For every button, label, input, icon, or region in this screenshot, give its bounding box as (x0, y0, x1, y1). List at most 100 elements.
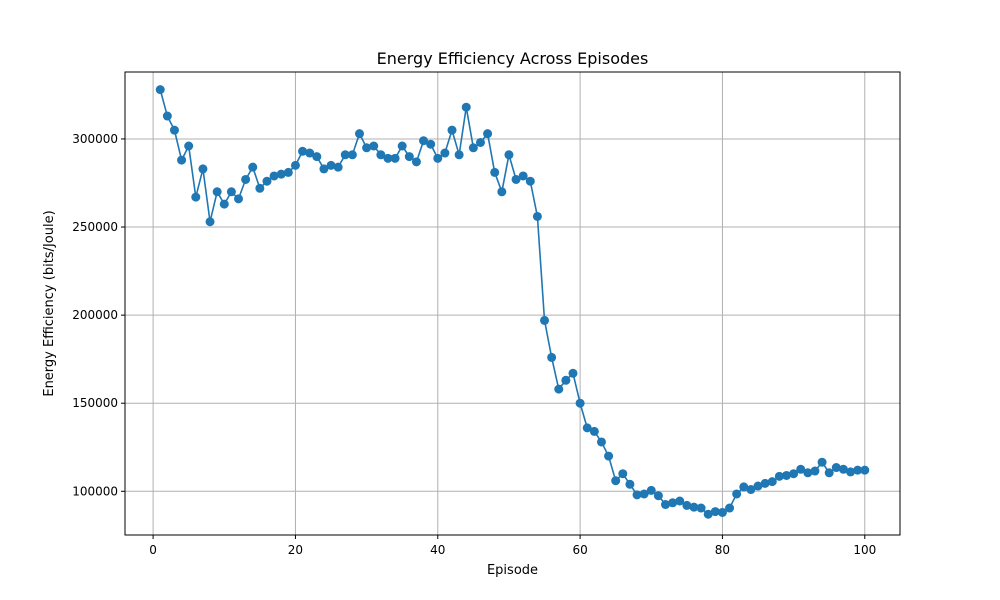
data-point (596, 437, 606, 447)
data-point (504, 150, 514, 160)
data-point (746, 485, 756, 495)
data-point (454, 150, 464, 160)
plot-frame (124, 71, 901, 536)
data-point (618, 469, 628, 479)
y-tick-label: 300000 (72, 132, 118, 146)
data-point (846, 467, 856, 477)
data-point (668, 498, 678, 508)
data-point (255, 183, 265, 193)
data-point (333, 162, 343, 172)
data-point (547, 352, 557, 362)
x-tick-label: 40 (430, 543, 445, 557)
data-point (682, 500, 692, 510)
data-point (241, 174, 251, 184)
data-point (525, 176, 535, 186)
data-point (568, 368, 578, 378)
data-point (354, 129, 364, 139)
data-point (540, 315, 550, 325)
data-point (205, 217, 215, 227)
data-point (390, 153, 400, 163)
data-point (853, 465, 863, 475)
data-point (276, 169, 286, 179)
data-point (497, 187, 507, 197)
data-point (582, 423, 592, 433)
x-axis: 0 20 40 60 80 100 (149, 535, 876, 557)
series-layer (155, 85, 870, 519)
data-point (860, 465, 870, 475)
y-tick-label: 100000 (72, 484, 118, 498)
data-point (810, 466, 820, 476)
y-axis-label: Energy Efficiency (bits/Joule) (42, 210, 57, 396)
data-point (675, 496, 685, 506)
data-point (632, 490, 642, 500)
data-point (753, 481, 763, 491)
data-point (162, 111, 172, 121)
data-point (191, 192, 201, 202)
data-point (169, 125, 179, 135)
data-point (589, 426, 599, 436)
data-point (817, 457, 827, 467)
data-point (760, 478, 770, 488)
data-point (411, 157, 421, 167)
x-tick-label: 60 (572, 543, 587, 557)
data-point (575, 398, 585, 408)
data-point (661, 500, 671, 510)
data-point (831, 463, 841, 473)
data-point (177, 155, 187, 165)
data-point (404, 152, 414, 162)
data-point (262, 176, 272, 186)
data-point (696, 503, 706, 513)
data-point (611, 476, 621, 486)
data-point (226, 187, 236, 197)
data-point (561, 375, 571, 385)
data-point (397, 141, 407, 151)
data-point (796, 464, 806, 474)
x-tick-label: 80 (715, 543, 730, 557)
data-point (212, 187, 222, 197)
x-tick-label: 0 (149, 543, 157, 557)
data-point (155, 85, 165, 95)
data-point (824, 468, 834, 478)
data-point (511, 174, 521, 184)
data-point (653, 491, 663, 501)
y-axis: 100000 150000 200000 250000 300000 (72, 132, 125, 498)
data-point (305, 148, 315, 158)
data-point (198, 164, 208, 174)
data-point (803, 468, 813, 478)
data-point (461, 102, 471, 112)
grid (125, 72, 900, 535)
data-point (781, 470, 791, 480)
data-point (732, 489, 742, 499)
data-point (468, 143, 478, 153)
data-point (475, 137, 485, 147)
data-point (419, 136, 429, 146)
data-point (376, 150, 386, 160)
data-point (725, 503, 735, 513)
data-point (383, 153, 393, 163)
data-point (717, 507, 727, 517)
x-tick-label: 20 (288, 543, 303, 557)
data-point (440, 148, 450, 158)
data-point (646, 485, 656, 495)
data-point (219, 199, 229, 209)
data-point (604, 451, 614, 461)
data-point (625, 479, 635, 489)
data-point (369, 141, 379, 151)
data-point (483, 129, 493, 139)
data-point (639, 489, 649, 499)
data-point (490, 167, 500, 177)
data-point (347, 150, 357, 160)
data-point (838, 464, 848, 474)
y-tick-label: 250000 (72, 220, 118, 234)
data-point (290, 160, 300, 170)
data-point (703, 509, 713, 519)
data-point (767, 477, 777, 487)
data-point (689, 502, 699, 512)
chart-title: Energy Efficiency Across Episodes (377, 49, 649, 68)
data-point (248, 162, 258, 172)
data-point (340, 150, 350, 160)
data-point (554, 384, 564, 394)
data-point (326, 160, 336, 170)
